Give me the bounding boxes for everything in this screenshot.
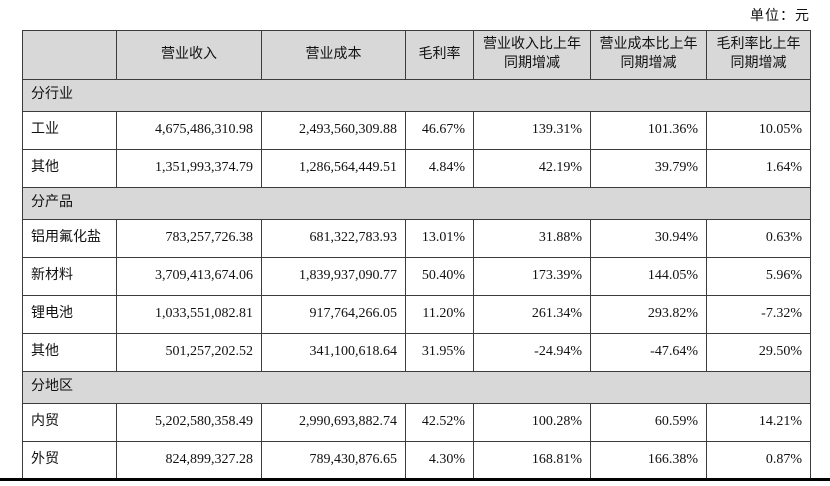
section-title: 分行业 [22, 79, 811, 112]
table-row-lithium-battery: 锂电池 1,033,551,082.81 917,764,266.05 11.2… [22, 295, 811, 334]
margin-yoy-cell: 0.87% [706, 441, 811, 480]
margin-yoy-cell: 5.96% [706, 257, 811, 296]
revenue-yoy-cell: 42.19% [473, 149, 591, 188]
header-cell-revenue-yoy: 营业收入比上年同期增减 [473, 30, 591, 80]
cost-yoy-cell: 30.94% [590, 219, 707, 258]
margin-cell: 42.52% [405, 403, 474, 442]
header-cell-revenue: 营业收入 [116, 30, 262, 80]
header-cell-margin-yoy: 毛利率比上年同期增减 [706, 30, 811, 80]
revenue-cell: 1,033,551,082.81 [116, 295, 262, 334]
section-row-by-region: 分地区 [22, 371, 811, 404]
revenue-cell: 4,675,486,310.98 [116, 111, 262, 150]
revenue-cell: 1,351,993,374.79 [116, 149, 262, 188]
cost-cell: 2,990,693,882.74 [261, 403, 406, 442]
unit-label: 单位：元 [750, 9, 810, 24]
row-label: 其他 [22, 333, 117, 372]
row-label: 新材料 [22, 257, 117, 296]
section-title: 分地区 [22, 371, 811, 404]
revenue-cell: 783,257,726.38 [116, 219, 262, 258]
margin-yoy-cell: 1.64% [706, 149, 811, 188]
margin-yoy-cell: 29.50% [706, 333, 811, 372]
table-row-aluminum-fluoride-salt: 铝用氟化盐 783,257,726.38 681,322,783.93 13.0… [22, 219, 811, 258]
cost-cell: 789,430,876.65 [261, 441, 406, 480]
margin-yoy-cell: 14.21% [706, 403, 811, 442]
revenue-cell: 824,899,327.28 [116, 441, 262, 480]
margin-yoy-cell: 10.05% [706, 111, 811, 150]
margin-yoy-cell: -7.32% [706, 295, 811, 334]
cost-yoy-cell: 60.59% [590, 403, 707, 442]
row-label: 内贸 [22, 403, 117, 442]
header-cell-blank [22, 30, 117, 80]
row-label: 工业 [22, 111, 117, 150]
revenue-yoy-cell: -24.94% [473, 333, 591, 372]
revenue-yoy-cell: 139.31% [473, 111, 591, 150]
section-row-by-industry: 分行业 [22, 79, 811, 112]
cost-cell: 2,493,560,309.88 [261, 111, 406, 150]
table-header-row: 营业收入 营业成本 毛利率 营业收入比上年同期增减 营业成本比上年同期增减 毛利… [22, 30, 811, 80]
margin-cell: 4.30% [405, 441, 474, 480]
table-row-other-industry: 其他 1,351,993,374.79 1,286,564,449.51 4.8… [22, 149, 811, 188]
cost-yoy-cell: -47.64% [590, 333, 707, 372]
row-label: 其他 [22, 149, 117, 188]
margin-yoy-cell: 0.63% [706, 219, 811, 258]
margin-cell: 46.67% [405, 111, 474, 150]
table-row-foreign-trade: 外贸 824,899,327.28 789,430,876.65 4.30% 1… [22, 441, 811, 480]
financial-breakdown-table: 营业收入 营业成本 毛利率 营业收入比上年同期增减 营业成本比上年同期增减 毛利… [22, 30, 811, 480]
cost-cell: 917,764,266.05 [261, 295, 406, 334]
row-label: 锂电池 [22, 295, 117, 334]
revenue-yoy-cell: 168.81% [473, 441, 591, 480]
section-row-by-product: 分产品 [22, 187, 811, 220]
cost-cell: 1,286,564,449.51 [261, 149, 406, 188]
cost-cell: 341,100,618.64 [261, 333, 406, 372]
cost-yoy-cell: 144.05% [590, 257, 707, 296]
revenue-yoy-cell: 261.34% [473, 295, 591, 334]
margin-cell: 13.01% [405, 219, 474, 258]
row-label: 外贸 [22, 441, 117, 480]
table-row-new-materials: 新材料 3,709,413,674.06 1,839,937,090.77 50… [22, 257, 811, 296]
cost-yoy-cell: 166.38% [590, 441, 707, 480]
header-cell-gross-margin: 毛利率 [405, 30, 474, 80]
section-title: 分产品 [22, 187, 811, 220]
margin-cell: 4.84% [405, 149, 474, 188]
revenue-cell: 501,257,202.52 [116, 333, 262, 372]
revenue-yoy-cell: 31.88% [473, 219, 591, 258]
cost-yoy-cell: 293.82% [590, 295, 707, 334]
table-row-other-product: 其他 501,257,202.52 341,100,618.64 31.95% … [22, 333, 811, 372]
table-row-domestic-trade: 内贸 5,202,580,358.49 2,990,693,882.74 42.… [22, 403, 811, 442]
margin-cell: 50.40% [405, 257, 474, 296]
margin-cell: 31.95% [405, 333, 474, 372]
revenue-yoy-cell: 100.28% [473, 403, 591, 442]
revenue-cell: 3,709,413,674.06 [116, 257, 262, 296]
cost-cell: 1,839,937,090.77 [261, 257, 406, 296]
margin-cell: 11.20% [405, 295, 474, 334]
cost-yoy-cell: 101.36% [590, 111, 707, 150]
revenue-yoy-cell: 173.39% [473, 257, 591, 296]
revenue-cell: 5,202,580,358.49 [116, 403, 262, 442]
cost-cell: 681,322,783.93 [261, 219, 406, 258]
page-bottom-divider [0, 478, 830, 481]
row-label: 铝用氟化盐 [22, 219, 117, 258]
cost-yoy-cell: 39.79% [590, 149, 707, 188]
header-cell-cost-yoy: 营业成本比上年同期增减 [590, 30, 707, 80]
header-cell-cost: 营业成本 [261, 30, 406, 80]
table-row-industrial: 工业 4,675,486,310.98 2,493,560,309.88 46.… [22, 111, 811, 150]
